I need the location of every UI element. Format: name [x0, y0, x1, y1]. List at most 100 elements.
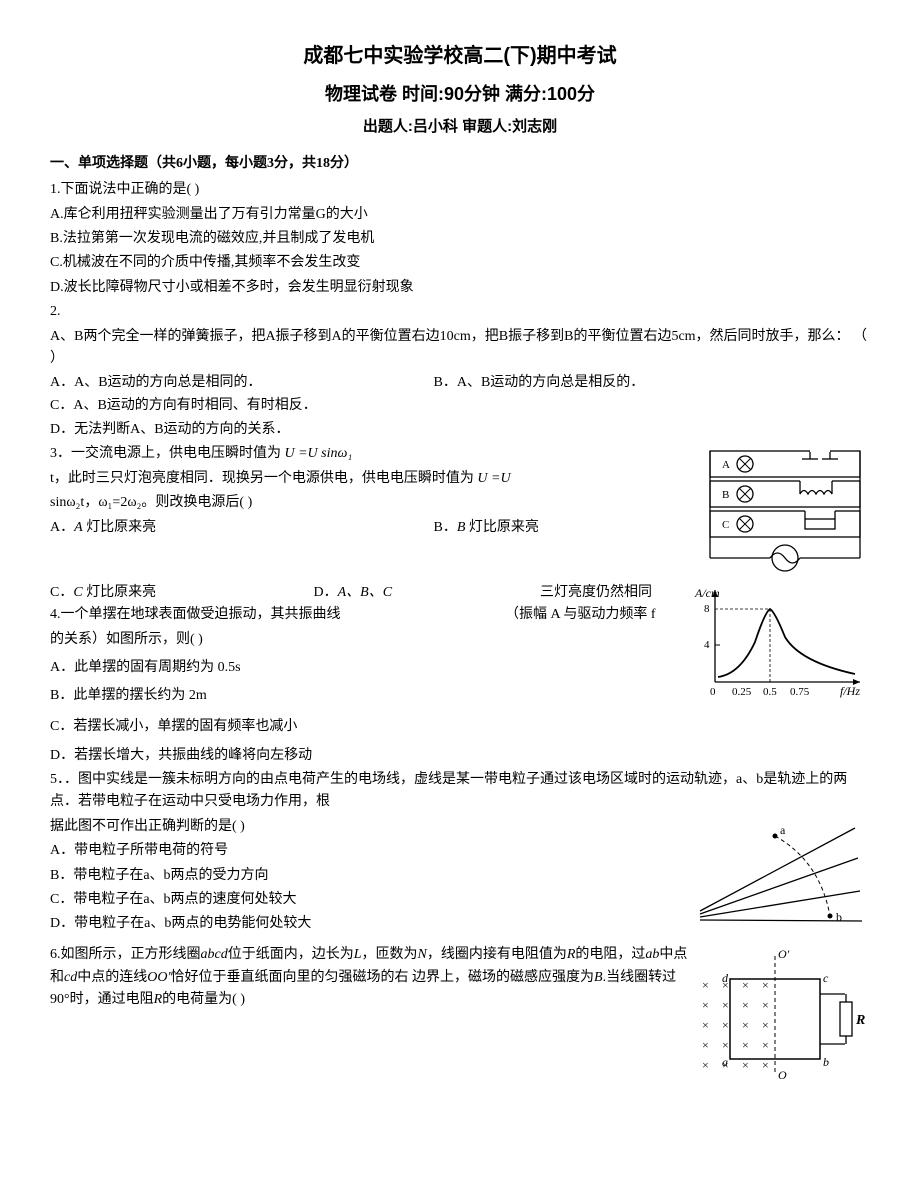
q4-stem-p1: 4.一个单摆在地球表面做受迫振动，其共振曲线 — [50, 607, 341, 622]
q1-opt-b: B.法拉第第一次发现电流的磁效应,并且制成了发电机 — [50, 228, 870, 250]
q2-stem: A、B两个完全一样的弹簧振子，把A振子移到A的平衡位置右边10cm，把B振子移到… — [50, 326, 870, 371]
q3-c-pre: C． — [50, 585, 73, 600]
q3-a-pre: A． — [50, 520, 74, 535]
circuit-figure: A B C — [700, 443, 870, 581]
field-label-a: a — [780, 823, 786, 837]
q6-i2: L — [354, 947, 362, 962]
svg-text:×: × — [742, 1018, 749, 1032]
q2-opt-c: C．A、B运动的方向有时相同、有时相反． — [50, 395, 870, 417]
q2-opt-d: D．无法判断A、B运动的方向的关系． — [50, 419, 870, 441]
q3-d-i: A、B、C — [338, 585, 392, 600]
q3-b-pre: B． — [434, 520, 457, 535]
q4-stem-p2: （振幅 A 与驱动力频率 f — [505, 604, 690, 626]
circuit-label-c: C — [722, 519, 729, 531]
q4-opt-a: A．此单摆的固有周期约为 0.5s — [50, 657, 690, 679]
coil-o: O — [778, 1068, 787, 1082]
svg-text:×: × — [742, 998, 749, 1012]
svg-text:×: × — [722, 1038, 729, 1052]
q3-a-post: 灯比原来亮 — [83, 520, 157, 535]
q6-i8: B — [594, 970, 603, 985]
q4-opt-b: B．此单摆的摆长约为 2m — [50, 685, 690, 707]
svg-text:×: × — [702, 1058, 709, 1072]
q5-stem: 5．．图中实线是一簇未标明方向的由点电荷产生的电场线，虚线是某一带电粒子通过该电… — [50, 769, 870, 814]
resonance-x05: 0.5 — [763, 686, 777, 698]
q3-stem-p3: sinω₂t，ω₁=2ω₂。则改换电源后( ) — [50, 492, 700, 514]
svg-text:×: × — [762, 1018, 769, 1032]
coil-b: b — [823, 1055, 829, 1069]
q3-stem-p2: t，此时三只灯泡亮度相同．现换另一个电源供电，供电电压瞬时值为 — [50, 471, 474, 486]
q5-opt-b: B．带电粒子在a、b两点的受力方向 — [50, 865, 690, 887]
q3-stem: 3．一交流电源上，供电电压瞬时值为 U =U sinω₁ — [50, 443, 700, 465]
coil-r: R — [855, 1013, 865, 1028]
q6-p7: 中点的连线 — [77, 970, 147, 985]
svg-text:×: × — [702, 1018, 709, 1032]
q3-opt-d: D．A、B、C — [314, 585, 393, 600]
exam-subtitle: 物理试卷 时间:90分钟 满分:100分 — [50, 80, 870, 109]
q3-c-post: 灯比原来亮 — [83, 585, 157, 600]
coil-op: O′ — [778, 947, 790, 961]
q6-p3: ，匝数为 — [362, 947, 418, 962]
coil-a: a — [722, 1055, 728, 1069]
q6-i7: OO′ — [147, 970, 170, 985]
svg-text:×: × — [762, 978, 769, 992]
svg-text:×: × — [762, 998, 769, 1012]
svg-text:×: × — [722, 1018, 729, 1032]
q3-stem-line2: t，此时三只灯泡亮度相同．现换另一个电源供电，供电电压瞬时值为 U =U — [50, 468, 700, 490]
svg-text:×: × — [702, 1038, 709, 1052]
q6-i6: cd — [64, 970, 77, 985]
resonance-xlabel: f/Hz — [840, 684, 860, 698]
svg-text:×: × — [762, 1038, 769, 1052]
svg-text:×: × — [762, 1058, 769, 1072]
q6-i3: N — [418, 947, 427, 962]
resonance-y4: 4 — [704, 639, 710, 651]
circuit-label-a: A — [722, 459, 730, 471]
q6-p4: ，线圈内接有电阻值为 — [427, 947, 567, 962]
q1-stem: 1.下面说法中正确的是( ) — [50, 179, 870, 201]
section-1-header: 一、单项选择题（共6小题，每小题3分，共18分） — [50, 153, 870, 175]
svg-text:×: × — [702, 978, 709, 992]
svg-text:×: × — [742, 978, 749, 992]
q6-p5: 的电阻，过 — [575, 947, 645, 962]
q6-p2: 位于纸面内，边长为 — [228, 947, 354, 962]
q3-c-i: C — [73, 585, 82, 600]
q3-stem-f2: U =U — [477, 471, 510, 486]
svg-text:×: × — [702, 998, 709, 1012]
q4-opt-d: D．若摆长增大，共振曲线的峰将向左移动 — [50, 745, 870, 767]
q5-opt-a: A．带电粒子所带电荷的符号 — [50, 840, 690, 862]
q6-i9: R — [154, 992, 163, 1007]
resonance-x025: 0.25 — [732, 686, 752, 698]
coil-c: c — [823, 971, 829, 985]
circuit-label-b: B — [722, 489, 729, 501]
resonance-x075: 0.75 — [790, 686, 810, 698]
q3-stem-p1: 3．一交流电源上，供电电压瞬时值为 — [50, 446, 281, 461]
q3-b-post: 灯比原来亮 — [465, 520, 539, 535]
svg-text:×: × — [742, 1058, 749, 1072]
q3-a-i: A — [74, 520, 83, 535]
q3-stem-f1: U =U sinω₁ — [285, 446, 353, 461]
resonance-x0: 0 — [710, 686, 716, 698]
q6-i5: ab — [645, 947, 659, 962]
q3-opt-b: B．B 灯比原来亮 — [434, 517, 539, 539]
exam-title: 成都七中实验学校高二(下)期中考试 — [50, 40, 870, 72]
q4-opt-c: C．若摆长减小，单摆的固有频率也减小 — [50, 716, 870, 738]
resonance-ylabel: A/cm — [694, 586, 720, 600]
q3-opt-a: A．A 灯比原来亮 — [50, 517, 430, 539]
q6-p10: 的电荷量为( ) — [162, 992, 245, 1007]
q2-opt-b: B．A、B运动的方向总是相反的． — [434, 372, 645, 394]
q5-opt-d: D．带电粒子在a、b两点的电势能何处较大 — [50, 913, 690, 935]
coil-figure: ×××× ×××× ×××× ×××× ×××× d c a b O′ O R — [690, 944, 870, 1092]
q3-opt-c: C．C 灯比原来亮 — [50, 582, 310, 604]
q2-opt-a: A．A、B运动的方向总是相同的． — [50, 372, 430, 394]
q5-stem-tail: 据此图不可作出正确判断的是( ) — [50, 816, 690, 838]
q5-opt-c: C．带电粒子在a、b两点的速度何处较大 — [50, 889, 690, 911]
q3-d-post: 三灯亮度仍然相同 — [540, 582, 685, 604]
q1-opt-d: D.波长比障碍物尺寸小或相差不多时，会发生明显衍射现象 — [50, 277, 870, 299]
q1-opt-c: C.机械波在不同的介质中传播,其频率不会发生改变 — [50, 252, 870, 274]
q1-opt-a: A.库仑利用扭秤实验测量出了万有引力常量G的大小 — [50, 204, 870, 226]
q4-stem-p3: 的关系）如图所示，则( ) — [50, 629, 690, 651]
q3-d-pre: D． — [314, 585, 338, 600]
svg-text:×: × — [742, 1038, 749, 1052]
resonance-y8: 8 — [704, 603, 710, 615]
exam-authors: 出题人:吕小科 审题人:刘志刚 — [50, 115, 870, 139]
field-label-b: b — [836, 910, 842, 924]
